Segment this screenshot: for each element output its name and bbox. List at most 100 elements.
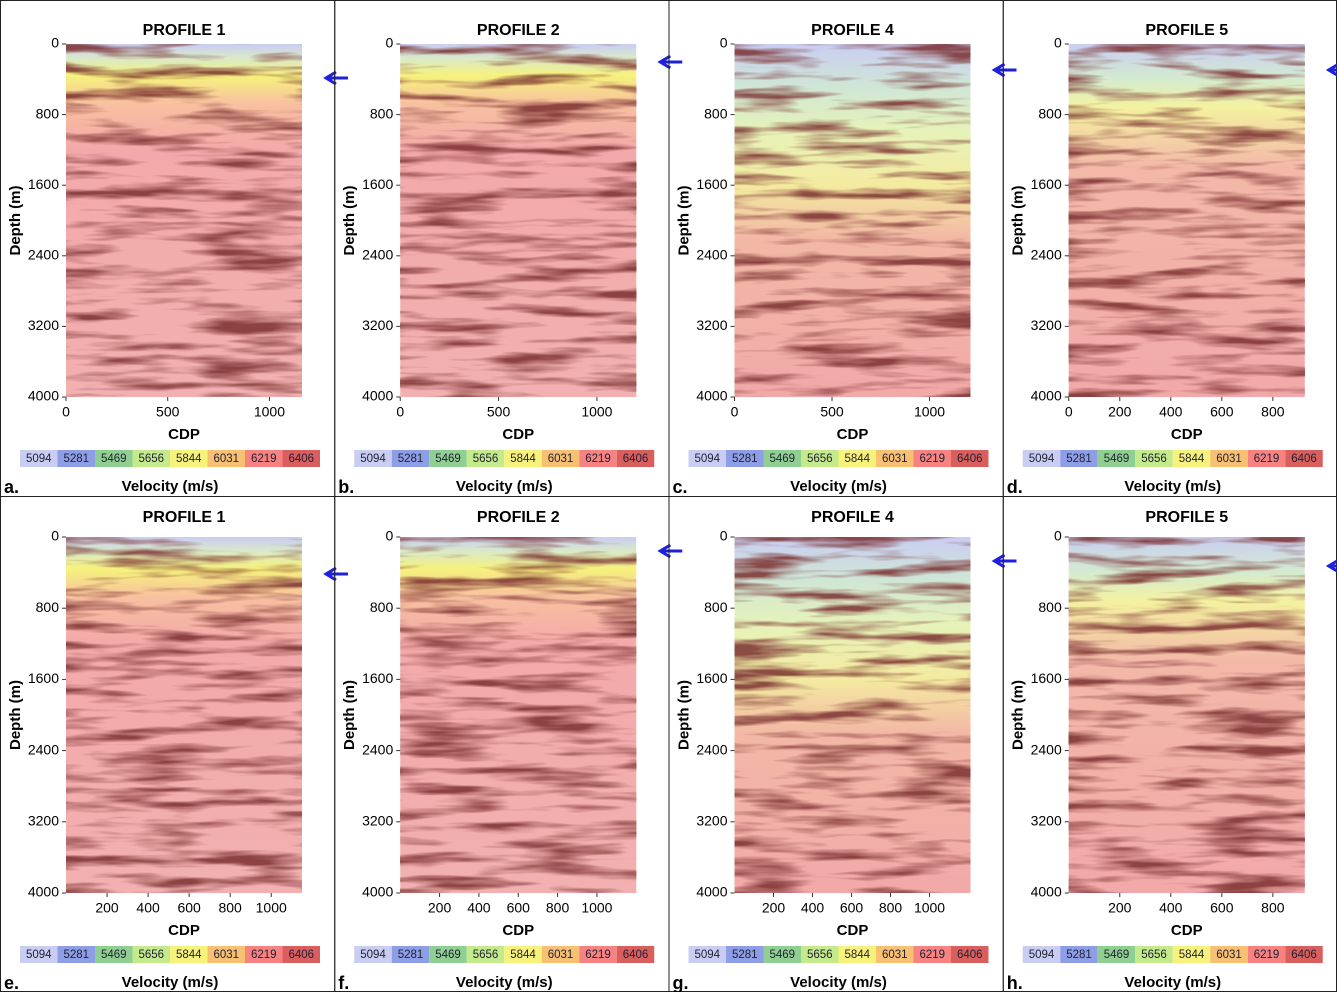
colorbar-tick-label: 5469 — [435, 453, 461, 465]
colorbar-tick-label: 5281 — [398, 949, 424, 961]
x-axis-label: CDP — [502, 426, 534, 443]
colorbar-cell — [688, 450, 726, 467]
y-tick-label: 1600 — [362, 670, 393, 686]
colorbar-cell — [1285, 450, 1323, 467]
y-tick-label: 800 — [1038, 599, 1062, 615]
colorbar-tick-label: 6031 — [1216, 949, 1242, 961]
colorbar-tick-label: 5656 — [1141, 949, 1167, 961]
y-tick-label: 0 — [385, 35, 393, 51]
panel-label: h. — [1007, 973, 1023, 992]
colorbar-cell — [688, 946, 726, 963]
colorbar-label: Velocity (m/s) — [790, 974, 887, 991]
colorbar-cell — [1097, 450, 1136, 467]
colorbar-cell — [354, 946, 392, 963]
colorbar-tick-label: 5094 — [360, 453, 386, 465]
panel-title: PROFILE 2 — [477, 509, 560, 526]
colorbar-cell — [170, 450, 208, 467]
colorbar-tick-label: 5469 — [769, 453, 795, 465]
x-axis-label: CDP — [502, 922, 534, 939]
seismic-image — [734, 537, 971, 893]
colorbar-tick-label: 5469 — [435, 949, 461, 961]
colorbar-tick-label: 5281 — [63, 949, 89, 961]
x-axis-label: CDP — [168, 922, 200, 939]
panel-title: PROFILE 4 — [811, 509, 894, 526]
colorbar-tick-label: 5656 — [473, 949, 499, 961]
colorbar-cell — [763, 946, 801, 963]
seismic-image — [1068, 537, 1305, 893]
x-tick-label: 400 — [801, 900, 825, 916]
panel-label: a. — [4, 477, 19, 497]
colorbar-tick-label: 5844 — [176, 453, 202, 465]
arrow — [1325, 559, 1337, 573]
seismic-image — [66, 537, 302, 893]
colorbar-cell — [1172, 946, 1211, 963]
colorbar-cell — [1210, 946, 1248, 963]
arrow — [991, 553, 1017, 569]
colorbar-tick-label: 5656 — [1141, 453, 1167, 465]
colorbar-cell — [726, 946, 764, 963]
colorbar-tick-label: 6406 — [288, 949, 314, 961]
y-tick-label: 800 — [1038, 105, 1062, 121]
colorbar-cell — [541, 946, 580, 963]
colorbar-cell — [1022, 946, 1061, 963]
colorbar-tick-label: 5656 — [807, 949, 833, 961]
colorbar-tick-label: 6219 — [1254, 949, 1280, 961]
colorbar-tick-label: 5469 — [769, 949, 795, 961]
y-axis-label: Depth (m) — [675, 186, 692, 256]
seismic-image — [400, 537, 637, 893]
x-tick-label: 200 — [1108, 404, 1132, 420]
colorbar-cell — [579, 450, 617, 467]
colorbar-cell — [429, 450, 467, 467]
colorbar-cell — [132, 450, 170, 467]
colorbar-cell — [1135, 946, 1173, 963]
y-tick-label: 2400 — [1031, 741, 1062, 757]
y-tick-label: 800 — [370, 599, 394, 615]
y-tick-label: 2400 — [1031, 247, 1062, 263]
y-tick-label: 1600 — [362, 176, 393, 192]
colorbar-cell — [838, 450, 876, 467]
x-axis-label: CDP — [837, 922, 869, 939]
y-tick-label: 4000 — [1031, 884, 1062, 900]
colorbar-tick-label: 5656 — [138, 949, 164, 961]
colorbar-cell — [466, 946, 505, 963]
colorbar-cell — [95, 946, 133, 963]
x-tick-label: 0 — [62, 404, 70, 420]
panel-label: g. — [673, 973, 689, 992]
y-tick-label: 1600 — [696, 176, 727, 192]
colorbar-cell — [801, 946, 839, 963]
y-tick-label: 0 — [1054, 35, 1062, 51]
y-tick-label: 4000 — [1031, 388, 1062, 404]
y-axis-label: Depth (m) — [341, 680, 358, 750]
panel-label: c. — [673, 477, 688, 497]
y-tick-label: 3200 — [28, 317, 59, 333]
colorbar-tick-label: 6219 — [251, 453, 277, 465]
panel-label: b. — [338, 477, 354, 497]
colorbar-label: Velocity (m/s) — [456, 974, 553, 991]
colorbar-tick-label: 6031 — [213, 949, 239, 961]
x-tick-label: 800 — [879, 900, 903, 916]
colorbar-tick-label: 5656 — [138, 453, 164, 465]
arrow — [1325, 63, 1337, 77]
colorbar-tick-label: 5844 — [1179, 453, 1205, 465]
y-tick-label: 3200 — [28, 813, 59, 829]
colorbar-label: Velocity (m/s) — [122, 478, 219, 495]
colorbar-cell — [20, 450, 58, 467]
colorbar-tick-label: 5844 — [510, 949, 536, 961]
colorbar-cell — [579, 946, 617, 963]
colorbar-cell — [132, 946, 170, 963]
y-tick-label: 1600 — [1031, 176, 1062, 192]
colorbar-tick-label: 6031 — [882, 453, 908, 465]
panel-title: PROFILE 1 — [143, 509, 226, 526]
colorbar-cell — [838, 946, 876, 963]
colorbar-cell — [95, 450, 133, 467]
x-tick-label: 600 — [840, 900, 864, 916]
y-tick-label: 3200 — [362, 317, 393, 333]
colorbar-cell — [429, 946, 467, 963]
panel-label: d. — [1007, 477, 1023, 497]
x-tick-label: 400 — [1159, 404, 1183, 420]
colorbar-tick-label: 5094 — [360, 949, 386, 961]
x-tick-label: 0 — [731, 404, 739, 420]
panel-title: PROFILE 5 — [1145, 22, 1228, 39]
x-tick-label: 600 — [507, 900, 531, 916]
y-tick-label: 0 — [1054, 528, 1062, 544]
